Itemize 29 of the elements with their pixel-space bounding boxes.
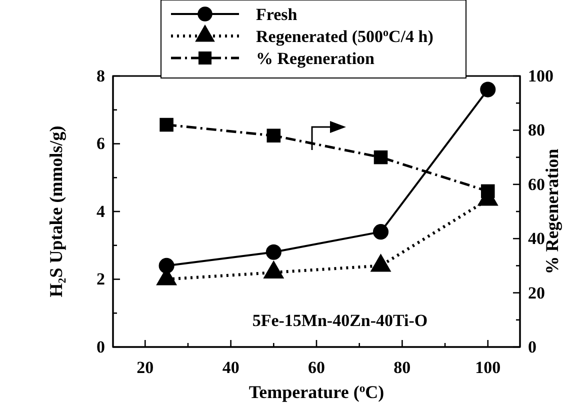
y2-tick-label: 40 (528, 229, 545, 248)
point (263, 260, 284, 279)
y-tick-label: 6 (96, 134, 105, 154)
point (160, 118, 174, 132)
annotation: 5Fe-15Mn-40Zn-40Ti-O (252, 311, 428, 330)
y2-tick-label: 80 (528, 120, 545, 140)
y-tick-label: 4 (96, 202, 106, 221)
x-tick-label: 20 (136, 358, 154, 378)
y2-tick-label: 60 (528, 174, 545, 194)
y-tick-label: 2 (96, 270, 105, 289)
y-tick-label: 0 (96, 337, 105, 356)
point (480, 184, 495, 198)
legend-label: Fresh (256, 5, 298, 24)
legend-label: % Regeneration (256, 49, 376, 68)
y-tick-label: 8 (96, 66, 105, 86)
y2-tick-label: 100 (528, 66, 554, 86)
point (374, 150, 388, 164)
legend-label: Regenerated (500$^{o}$C/4 h) (256, 27, 434, 46)
point (266, 128, 281, 143)
y-axis-title: H₂S Uptake (mmols/g) (46, 126, 66, 298)
x-tick-label: 40 (222, 358, 240, 378)
x-tick-label: 80 (394, 358, 411, 378)
y2-tick-label: 0 (528, 337, 536, 356)
x-tick-label: 100 (475, 358, 501, 378)
y2-tick-label: 20 (528, 283, 545, 302)
x-axis-title: Temperature ($^{o}$C) (248, 382, 384, 402)
x-tick-label: 60 (308, 358, 325, 378)
point (370, 254, 392, 272)
point (480, 82, 496, 98)
